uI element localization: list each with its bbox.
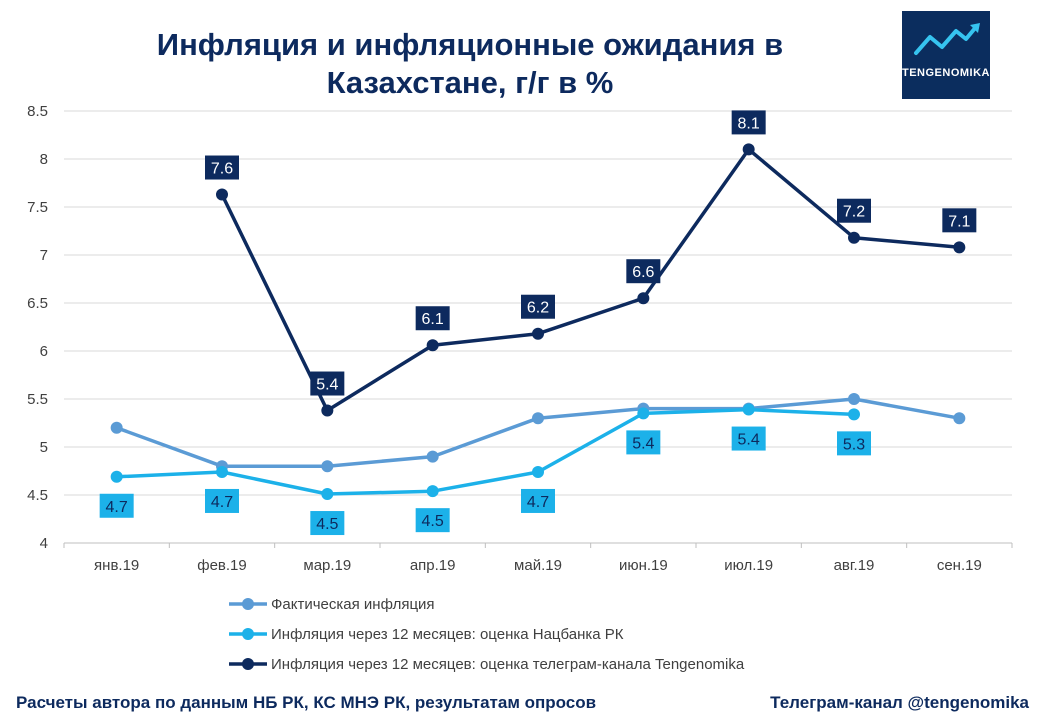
chart-title: Инфляция и инфляционные ожидания в Казах… <box>120 26 820 102</box>
x-tick-label: июн.19 <box>619 557 668 574</box>
data-point-3 <box>426 339 439 352</box>
data-point-1 <box>321 460 334 473</box>
series-line-1 <box>116 397 960 468</box>
trend-arrow-icon <box>914 23 980 55</box>
data-point-2 <box>216 465 228 478</box>
legend-marker-1 <box>242 598 254 610</box>
y-tick-label: 4 <box>40 535 48 552</box>
data-label-3: 7.2 <box>843 204 865 221</box>
telegram-channel-note: Телеграм-канал @tengenomika <box>770 693 1029 712</box>
data-point-3 <box>532 327 544 340</box>
data-label-2: 4.7 <box>106 499 128 516</box>
data-label-box-3 <box>626 259 661 284</box>
data-label-box-2 <box>521 488 555 513</box>
tengenomika-logo: TENGENOMIKA <box>902 11 990 99</box>
chart-title-line-2: Казахстане, г/г в % <box>326 65 614 100</box>
data-point-1 <box>532 412 544 425</box>
data-label-3: 7.1 <box>948 213 970 230</box>
data-point-1 <box>953 412 966 425</box>
y-tick-label: 8.5 <box>27 103 48 120</box>
legend-label-1: Фактическая инфляция <box>271 596 435 613</box>
data-point-3 <box>216 188 228 201</box>
y-tick-label: 7 <box>40 247 48 264</box>
data-label-3: 5.4 <box>316 377 338 394</box>
data-label-box-3 <box>415 306 450 331</box>
data-label-2: 4.7 <box>527 494 549 511</box>
legend-marker-3 <box>242 658 254 670</box>
logo-text: TENGENOMIKA <box>902 67 990 79</box>
data-label-box-3 <box>205 155 239 180</box>
x-tick-label: апр.19 <box>410 557 456 574</box>
data-label-3: 6.6 <box>632 264 654 281</box>
data-label-box-2 <box>415 508 450 533</box>
data-point-1 <box>110 421 123 434</box>
x-tick-label: янв.19 <box>94 557 139 574</box>
data-point-3 <box>637 292 650 305</box>
data-label-2: 4.5 <box>316 516 338 533</box>
y-tick-label: 5.5 <box>27 391 48 408</box>
data-point-2 <box>532 465 544 478</box>
data-label-box-2 <box>837 431 871 456</box>
legend-marker-2 <box>242 628 254 640</box>
x-tick-label: сен.19 <box>937 557 982 574</box>
data-point-1 <box>848 393 860 405</box>
data-label-box-3 <box>837 198 871 223</box>
data-label-box-2 <box>731 426 766 451</box>
data-point-2 <box>426 485 439 498</box>
y-tick-label: 5 <box>40 439 48 456</box>
data-point-3 <box>953 241 966 254</box>
series-line-3 <box>220 147 960 413</box>
data-label-box-2 <box>205 488 239 513</box>
data-label-box-3 <box>731 110 766 135</box>
data-point-2 <box>321 488 334 501</box>
x-tick-label: мар.19 <box>303 557 351 574</box>
data-point-3 <box>742 143 755 156</box>
x-tick-label: июл.19 <box>724 557 773 574</box>
y-tick-label: 8 <box>40 151 48 168</box>
data-label-box-2 <box>99 493 134 518</box>
data-label-2: 4.5 <box>422 513 444 530</box>
data-label-3: 8.1 <box>738 115 760 132</box>
x-tick-label: фев.19 <box>197 557 247 574</box>
y-tick-label: 4.5 <box>27 487 48 504</box>
y-tick-label: 6.5 <box>27 295 48 312</box>
data-point-2 <box>637 407 650 420</box>
data-label-2: 4.7 <box>211 494 233 511</box>
legend-label-3: Инфляция через 12 месяцев: оценка телегр… <box>271 656 745 673</box>
data-label-3: 7.6 <box>211 161 233 178</box>
data-label-2: 5.4 <box>632 435 654 452</box>
data-point-2 <box>110 470 123 483</box>
x-tick-label: май.19 <box>514 557 562 574</box>
data-point-2 <box>742 403 755 416</box>
data-point-3 <box>848 231 860 244</box>
data-point-3 <box>321 404 334 417</box>
data-label-2: 5.4 <box>738 432 760 449</box>
data-label-3: 6.2 <box>527 300 549 317</box>
source-note: Расчеты автора по данным НБ РК, КС МНЭ Р… <box>16 693 597 712</box>
chart-title-line-1: Инфляция и инфляционные ожидания в <box>156 27 784 62</box>
x-tick-label: авг.19 <box>834 557 875 574</box>
data-label-3: 6.1 <box>422 311 444 328</box>
y-tick-label: 6 <box>40 343 48 360</box>
data-point-1 <box>426 450 439 463</box>
data-label-box-2 <box>310 511 345 536</box>
data-label-box-2 <box>626 430 661 455</box>
data-label-box-3 <box>521 294 555 319</box>
data-label-2: 5.3 <box>843 436 865 453</box>
series-line-2 <box>116 407 855 496</box>
data-point-2 <box>848 408 860 421</box>
data-label-box-3 <box>310 371 345 396</box>
y-tick-label: 7.5 <box>27 199 48 216</box>
data-label-box-3 <box>942 208 977 233</box>
legend-label-2: Инфляция через 12 месяцев: оценка Нацбан… <box>271 626 624 643</box>
